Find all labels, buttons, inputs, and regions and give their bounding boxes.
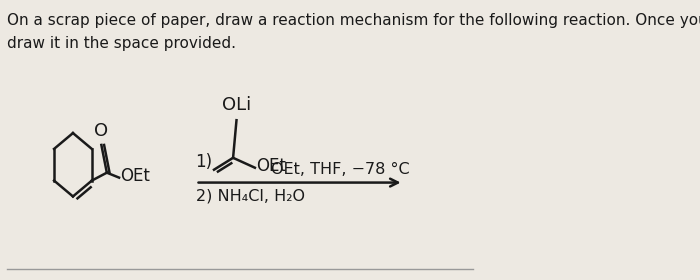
Text: OEt: OEt bbox=[256, 157, 286, 175]
Text: OEt: OEt bbox=[120, 167, 150, 185]
Text: On a scrap piece of paper, draw a reaction mechanism for the following reaction.: On a scrap piece of paper, draw a reacti… bbox=[7, 13, 700, 28]
Text: draw it in the space provided.: draw it in the space provided. bbox=[7, 36, 236, 51]
Text: O: O bbox=[94, 122, 108, 140]
Text: 1): 1) bbox=[195, 153, 213, 171]
Text: 2) NH₄Cl, H₂O: 2) NH₄Cl, H₂O bbox=[195, 188, 304, 204]
Text: OLi: OLi bbox=[222, 96, 251, 114]
Text: OEt, THF, −78 °C: OEt, THF, −78 °C bbox=[271, 162, 410, 177]
